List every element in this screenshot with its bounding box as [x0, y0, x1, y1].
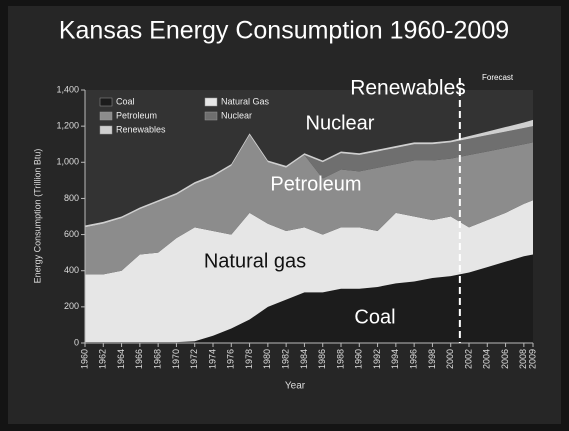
- x-tick-label: 2002: [463, 349, 473, 369]
- x-tick-label: 1968: [153, 349, 163, 369]
- area: [85, 126, 533, 228]
- legend-label: Petroleum: [116, 110, 157, 120]
- y-tick-label: 800: [64, 193, 79, 203]
- chart-title: Kansas Energy Consumption 1960-2009: [59, 17, 509, 45]
- y-tick-label: 1,000: [56, 157, 79, 167]
- legend-swatch: [204, 97, 218, 107]
- x-tick-label: 1982: [281, 349, 291, 369]
- legend-label: Natural Gas: [221, 96, 270, 106]
- x-tick-label: 2009: [527, 349, 537, 369]
- x-tick-label: 1994: [390, 349, 400, 369]
- legend-label: Nuclear: [221, 110, 252, 120]
- annotation: Petroleum: [270, 173, 361, 195]
- x-tick-label: 1970: [171, 349, 181, 369]
- legend-swatch: [99, 125, 113, 135]
- y-axis-label: Energy Consumption (Trillion Btu): [32, 149, 42, 284]
- x-tick-label: 1986: [317, 349, 327, 369]
- x-tick-label: 1964: [116, 349, 126, 369]
- x-tick-label: 1972: [189, 349, 199, 369]
- x-tick-label: 1966: [134, 349, 144, 369]
- y-tick-label: 400: [64, 265, 79, 275]
- x-axis-label: Year: [285, 381, 306, 392]
- x-tick-label: 1978: [244, 349, 254, 369]
- y-tick-label: 200: [64, 301, 79, 311]
- x-tick-label: 1996: [409, 349, 419, 369]
- x-tick-label: 1990: [354, 349, 364, 369]
- x-tick-label: 1988: [335, 349, 345, 369]
- legend-swatch: [99, 111, 113, 121]
- y-tick-label: 0: [74, 337, 79, 347]
- forecast-label: Forecast: [482, 73, 514, 82]
- y-tick-label: 600: [64, 229, 79, 239]
- area: [85, 200, 533, 343]
- x-tick-label: 1992: [372, 349, 382, 369]
- x-tick-label: 1960: [79, 349, 89, 369]
- annotation: Nuclear: [306, 112, 375, 134]
- y-tick-label: 1,400: [56, 84, 79, 94]
- x-tick-label: 1980: [262, 349, 272, 369]
- x-tick-label: 1998: [427, 349, 437, 369]
- x-tick-label: 2008: [518, 349, 528, 369]
- x-tick-label: 2000: [445, 349, 455, 369]
- area: [85, 254, 533, 343]
- x-tick-label: 2006: [500, 349, 510, 369]
- x-tick-label: 1976: [226, 349, 236, 369]
- x-tick-label: 2004: [482, 349, 492, 369]
- x-tick-label: 1962: [98, 349, 108, 369]
- annotation: Coal: [354, 306, 395, 328]
- legend-swatch: [204, 111, 218, 121]
- legend-label: Coal: [116, 96, 135, 106]
- y-tick-label: 1,200: [56, 121, 79, 131]
- x-tick-label: 1974: [207, 349, 217, 369]
- x-tick-label: 1984: [299, 349, 309, 369]
- annotation: Renewables: [350, 77, 466, 100]
- annotation: Natural gas: [204, 250, 306, 272]
- legend-swatch: [99, 97, 113, 107]
- area: [85, 135, 533, 275]
- legend-label: Renewables: [116, 124, 166, 134]
